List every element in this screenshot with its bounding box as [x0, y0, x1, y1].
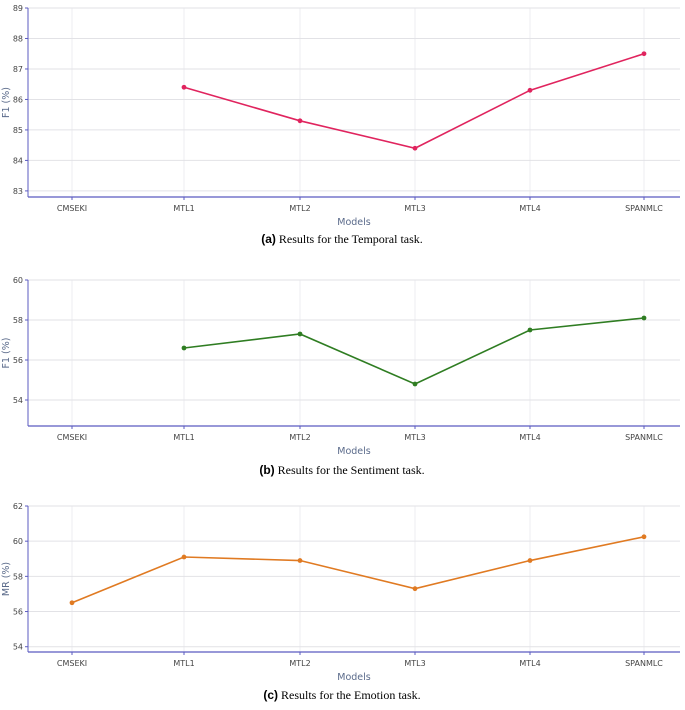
figure-caption: (b) Results for the Sentiment task. — [259, 463, 424, 477]
chart-panel-1: 83 84 85 86 87 88 89 CMSEKI MTL1 MTL2 MTL3 MTL4 SPAN… — [1, 4, 680, 246]
data-point-mtl4 — [527, 558, 533, 563]
caption-label: (c) — [263, 688, 278, 702]
y-tick-label: 56 — [13, 608, 23, 617]
data-point-spanmlc — [641, 315, 647, 321]
x-tick-label: SPANMLC — [625, 433, 663, 442]
data-point-mtl1 — [181, 84, 187, 90]
y-tick-label: 83 — [13, 187, 23, 196]
y-tick-label: 86 — [13, 95, 23, 104]
y-tick-label: 54 — [13, 396, 23, 405]
data-point-mtl3 — [412, 145, 418, 151]
data-point-mtl2 — [297, 331, 303, 337]
y-axis-title: F1 (%) — [1, 338, 12, 369]
data-point-mtl3 — [412, 586, 418, 592]
y-tick-label: 58 — [13, 316, 23, 325]
figure-caption: (a) Results for the Temporal task. — [261, 232, 423, 246]
figure-caption: (c) Results for the Emotion task. — [263, 688, 420, 702]
x-tick-label: MTL1 — [173, 204, 194, 213]
x-tick-label: MTL2 — [289, 659, 310, 668]
y-axis-title: MR (%) — [1, 562, 12, 596]
x-tick-label: MTL2 — [289, 204, 310, 213]
y-tick-label: 60 — [13, 276, 23, 285]
y-tick-label: 89 — [13, 4, 23, 13]
x-tick-label: MTL4 — [519, 204, 540, 213]
caption-label: (b) — [259, 463, 274, 477]
x-tick-label: CMSEKI — [57, 659, 87, 668]
y-tick-label: 85 — [13, 126, 23, 135]
x-tick-label: CMSEKI — [57, 204, 87, 213]
x-tick-label: MTL3 — [404, 204, 425, 213]
data-point-mtl3 — [412, 381, 418, 387]
data-point-mtl1 — [181, 345, 187, 351]
data-point-mtl4 — [527, 327, 533, 333]
data-point-mtl4 — [527, 87, 533, 93]
series-line — [183, 317, 645, 385]
x-axis-title: Models — [337, 217, 371, 228]
x-tick-label: MTL2 — [289, 433, 310, 442]
x-tick-label: SPANMLC — [625, 659, 663, 668]
series-line — [71, 535, 645, 604]
y-tick-label: 62 — [13, 502, 23, 511]
chart-panel-3: 54 56 58 60 62 CMSEKI MTL1 MTL2 MTL3 MTL4 SPANMLC M… — [1, 502, 680, 702]
x-axis-title: Models — [337, 446, 371, 457]
caption-text: Results for the Sentiment task. — [275, 463, 425, 477]
data-point-mtl2 — [297, 118, 303, 124]
x-tick-label: MTL1 — [173, 433, 194, 442]
data-point-mtl1 — [181, 554, 187, 560]
x-tick-label: SPANMLC — [625, 204, 663, 213]
data-point-mtl2 — [297, 558, 303, 563]
x-tick-label: MTL1 — [173, 659, 194, 668]
y-tick-label: 60 — [13, 537, 23, 546]
data-point-spanmlc — [641, 51, 647, 57]
y-tick-label: 56 — [13, 356, 23, 365]
x-tick-label: MTL4 — [519, 659, 540, 668]
y-tick-label: 84 — [13, 156, 23, 165]
chart-panel-2: 54 56 58 60 CMSEKI MTL1 MTL2 MTL3 MTL4 SPANMLC Mod… — [1, 276, 680, 477]
x-tick-label: MTL3 — [404, 659, 425, 668]
y-tick-label: 88 — [13, 34, 23, 43]
caption-text: Results for the Emotion task. — [278, 688, 421, 702]
data-point-spanmlc — [641, 534, 647, 540]
y-tick-label: 87 — [13, 65, 23, 74]
y-axis-title: F1 (%) — [1, 87, 12, 118]
x-tick-label: MTL4 — [519, 433, 540, 442]
data-point-cmseki — [69, 600, 75, 606]
caption-text: Results for the Temporal task. — [276, 232, 423, 246]
y-tick-label: 58 — [13, 572, 23, 581]
x-tick-label: MTL3 — [404, 433, 425, 442]
y-tick-label: 54 — [13, 643, 23, 652]
x-axis-title: Models — [337, 672, 371, 683]
x-tick-label: CMSEKI — [57, 433, 87, 442]
caption-label: (a) — [261, 232, 276, 246]
series-line — [183, 52, 645, 150]
